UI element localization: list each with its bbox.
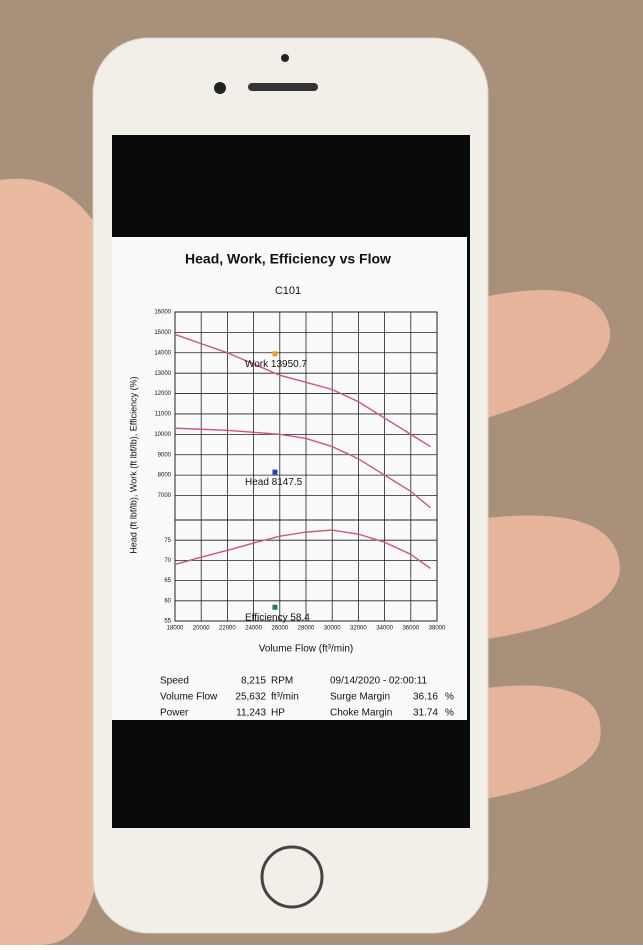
y-tick-label: 16000: [154, 310, 171, 316]
stat-value: 8,215: [241, 676, 266, 687]
stat-value: 11,243: [236, 708, 266, 719]
y-tick-label: 11000: [155, 412, 172, 418]
speaker: [248, 83, 318, 91]
y-tick-label: 7000: [158, 493, 172, 499]
x-tick-label: 38000: [429, 626, 446, 632]
y2-tick-label: 60: [164, 598, 171, 604]
operating-point: [272, 604, 278, 610]
stat-unit: %: [445, 692, 454, 703]
x-tick-label: 26000: [271, 626, 288, 632]
y-tick-label: 10000: [154, 432, 171, 438]
y2-tick-label: 55: [164, 619, 171, 625]
y-tick-label: 13000: [154, 371, 171, 377]
fingers: [470, 290, 620, 800]
home-button[interactable]: [260, 845, 324, 909]
y2-tick-label: 70: [164, 558, 171, 564]
y-tick-label: 15000: [154, 330, 171, 336]
series-line: [174, 427, 431, 509]
stat-label: Volume Flow: [160, 692, 218, 703]
stat-unit: ft³/min: [271, 692, 299, 703]
hand-left: [0, 178, 100, 946]
y2-tick-label: 75: [164, 538, 171, 544]
operating-point: [272, 351, 278, 357]
stat-label: Surge Margin: [330, 692, 390, 703]
y-axis-label: Head (ft lbf/lb), Work (ft lbf/lb), Effi…: [128, 376, 138, 553]
timestamp: 09/14/2020 - 02:00:11: [330, 676, 428, 687]
operating-point-label: Work 13950.7: [245, 358, 308, 369]
x-tick-label: 18000: [167, 626, 184, 632]
x-tick-label: 22000: [219, 626, 236, 632]
marker-name: Efficiency: [245, 612, 288, 623]
stat-unit: RPM: [271, 676, 293, 687]
chart-title: Head, Work, Efficiency vs Flow: [185, 251, 391, 267]
stat-unit: %: [445, 708, 454, 719]
x-tick-label: 24000: [245, 626, 262, 632]
operating-point-label: Head 8147.5: [245, 477, 303, 488]
x-tick-label: 36000: [402, 626, 419, 632]
marker-name: Work: [245, 358, 269, 369]
stats: Speed 8,215 RPM Volume Flow 25,632 ft³/m…: [160, 676, 454, 719]
marker-value: 13950.7: [271, 358, 308, 369]
stat-unit: HP: [271, 708, 285, 719]
camera: [281, 54, 289, 62]
stat-label: Speed: [160, 676, 189, 687]
y-tick-label: 8000: [158, 473, 172, 479]
y-tick-label: 14000: [154, 350, 171, 356]
x-tick-label: 30000: [324, 626, 341, 632]
operating-point-label: Efficiency 58.4: [245, 612, 310, 623]
marker-value: 8147.5: [272, 477, 303, 488]
x-tick-label: 28000: [298, 626, 315, 632]
x-axis-label: Volume Flow (ft³/min): [259, 644, 353, 655]
series-line: [174, 333, 431, 448]
series-line: [174, 529, 431, 570]
y-tick-label: 9000: [158, 452, 172, 458]
stat-label: Choke Margin: [330, 708, 392, 719]
chart-area: [112, 237, 467, 720]
y-tick-label: 12000: [154, 391, 171, 397]
x-tick-label: 32000: [350, 626, 367, 632]
sensor: [214, 82, 226, 94]
x-tick-label: 34000: [376, 626, 393, 632]
stat-value: 25,632: [235, 692, 266, 703]
stat-label: Power: [160, 708, 189, 719]
stat-value: 36.16: [413, 692, 438, 703]
operating-point: [272, 469, 278, 475]
marker-value: 58.4: [290, 612, 310, 623]
marker-name: Head: [245, 477, 269, 488]
stat-value: 31.74: [413, 708, 438, 719]
y2-tick-label: 65: [164, 578, 171, 584]
x-tick-label: 20000: [193, 626, 210, 632]
chart-subtitle: C101: [275, 285, 301, 297]
